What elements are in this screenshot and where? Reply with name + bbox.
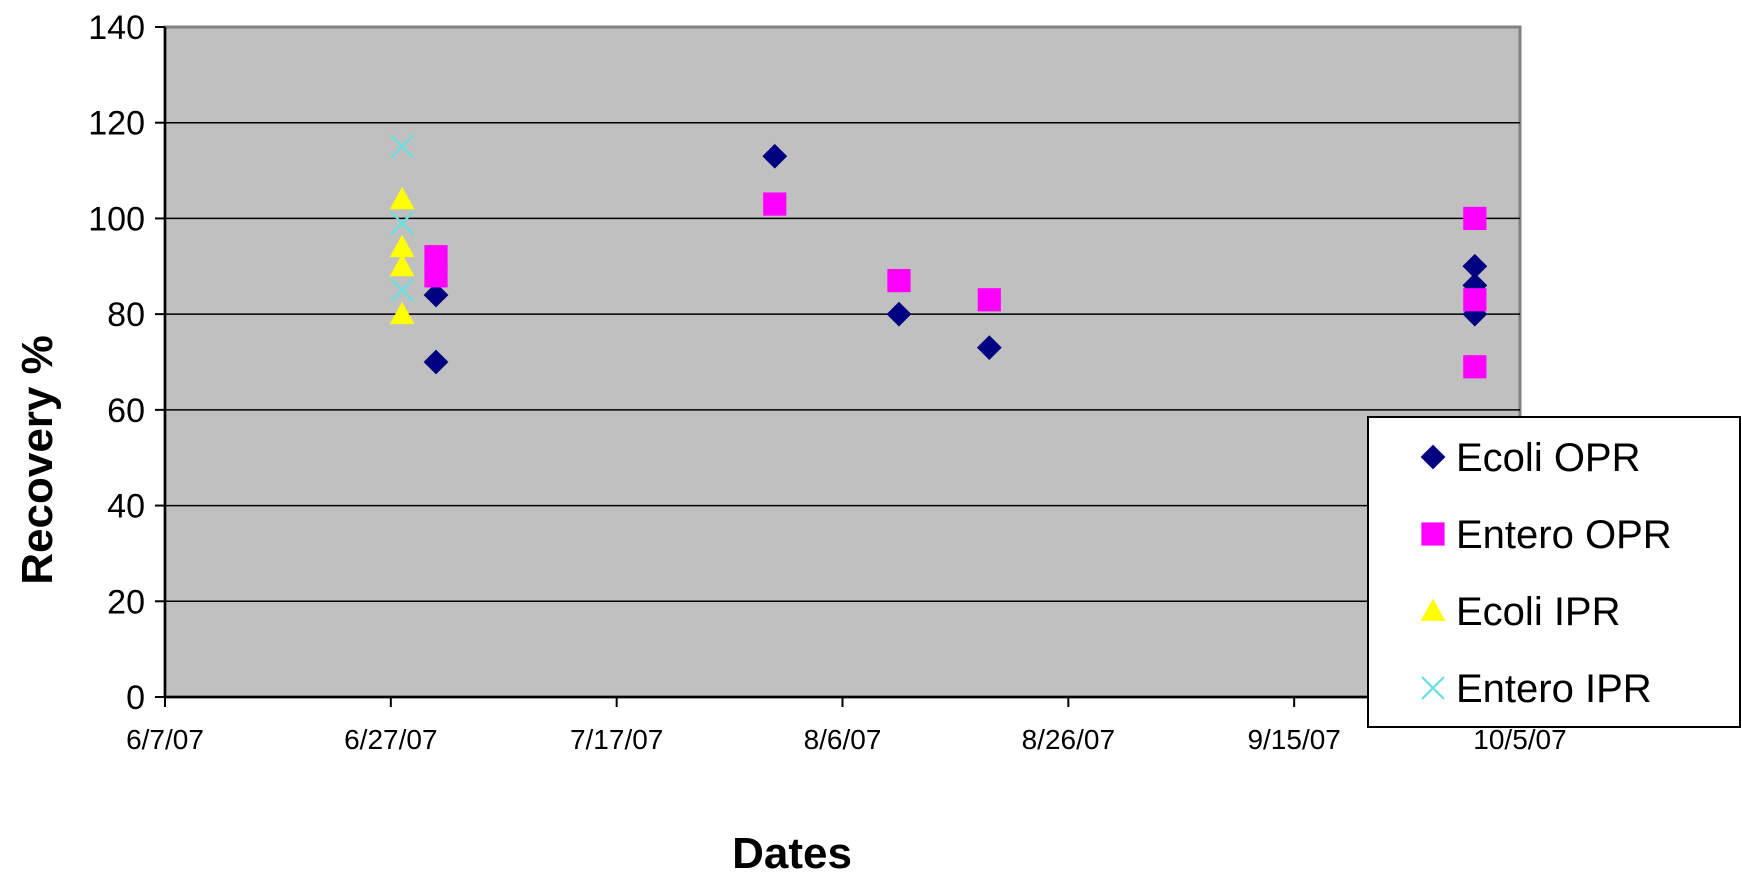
point-ecoli-ipr [389, 234, 415, 258]
y-tick-label: 80 [107, 296, 145, 334]
x-axis-title: Dates [732, 829, 852, 873]
data-points [389, 134, 1488, 379]
point-entero-opr [1463, 288, 1487, 312]
point-entero-opr [887, 269, 911, 293]
point-ecoli-opr [762, 143, 788, 169]
point-ecoli-ipr [389, 186, 415, 210]
point-entero-opr [424, 245, 448, 269]
point-ecoli-opr [423, 282, 449, 308]
legend: Ecoli OPR Entero OPR Ecoli IPR Entero IPR [1367, 416, 1741, 728]
legend-label-ecoli-ipr: Ecoli IPR [1456, 590, 1621, 634]
y-tick-label: 40 [107, 488, 145, 526]
legend-marker-ecoli-ipr [1420, 598, 1446, 621]
point-ecoli-ipr [389, 253, 415, 277]
point-ecoli-opr [886, 301, 912, 327]
point-ecoli-opr [976, 335, 1002, 361]
legend-label-entero-ipr: Entero IPR [1456, 667, 1652, 711]
point-entero-ipr [390, 278, 414, 302]
point-ecoli-opr [423, 349, 449, 375]
legend-label-entero-opr: Entero OPR [1456, 513, 1672, 557]
legend-marker-ecoli-opr [1420, 444, 1446, 470]
x-tick-label: 8/26/07 [1022, 724, 1115, 755]
y-tick-label: 0 [126, 679, 145, 717]
x-tick-label: 10/5/07 [1473, 724, 1566, 755]
point-entero-opr [977, 288, 1001, 312]
point-ecoli-ipr [389, 301, 415, 325]
y-axis-title: Recovery % [13, 335, 62, 584]
legend-box [1367, 416, 1741, 728]
point-entero-ipr [390, 134, 414, 159]
x-tick-label: 6/27/07 [344, 724, 437, 755]
y-tick-label: 20 [107, 583, 145, 621]
y-tick-label: 120 [88, 105, 145, 143]
legend-marker-entero-ipr [1421, 676, 1445, 700]
point-entero-opr [424, 264, 448, 288]
point-entero-ipr [390, 211, 414, 235]
point-entero-opr [763, 192, 787, 216]
x-tick-label: 8/6/07 [804, 724, 882, 755]
legend-label-ecoli-opr: Ecoli OPR [1456, 436, 1641, 480]
y-tick-label: 100 [88, 200, 145, 238]
y-tick-label: 60 [107, 392, 145, 430]
axis-labels: 0 20 40 60 80 100 120 140 6/7/07 6/27/07 7/17/07 8/… [88, 9, 1566, 755]
x-tick-label: 9/15/07 [1247, 724, 1340, 755]
point-entero-opr [1463, 355, 1487, 379]
point-entero-opr [1463, 206, 1487, 231]
plot-area [163, 25, 1522, 699]
point-ecoli-opr [1462, 253, 1488, 279]
legend-marker-entero-opr [1421, 522, 1445, 546]
x-tick-label: 7/17/07 [570, 724, 663, 755]
gridlines [165, 121, 1520, 603]
y-tick-label: 140 [88, 9, 145, 47]
x-tick-label: 6/7/07 [126, 724, 204, 755]
